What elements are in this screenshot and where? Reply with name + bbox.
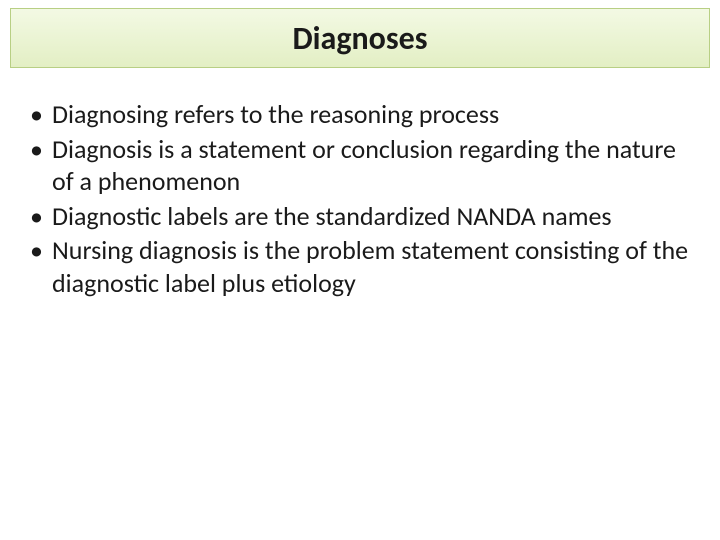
bullet-text: Nursing diagnosis is the problem stateme… xyxy=(52,234,692,299)
bullet-text: Diagnosis is a statement or conclusion r… xyxy=(52,133,692,198)
bullet-marker-icon: • xyxy=(28,98,52,131)
bullet-text: Diagnosing refers to the reasoning proce… xyxy=(52,98,692,131)
title-box: Diagnoses xyxy=(10,8,710,68)
bullet-marker-icon: • xyxy=(28,200,52,233)
content-area: • Diagnosing refers to the reasoning pro… xyxy=(28,98,692,301)
list-item: • Nursing diagnosis is the problem state… xyxy=(28,234,692,299)
bullet-marker-icon: • xyxy=(28,234,52,267)
list-item: • Diagnosing refers to the reasoning pro… xyxy=(28,98,692,131)
list-item: • Diagnosis is a statement or conclusion… xyxy=(28,133,692,198)
slide: Diagnoses • Diagnosing refers to the rea… xyxy=(0,0,720,540)
slide-title: Diagnoses xyxy=(292,19,427,58)
bullet-text: Diagnostic labels are the standardized N… xyxy=(52,200,692,233)
bullet-marker-icon: • xyxy=(28,133,52,166)
bullet-list: • Diagnosing refers to the reasoning pro… xyxy=(28,98,692,299)
list-item: • Diagnostic labels are the standardized… xyxy=(28,200,692,233)
